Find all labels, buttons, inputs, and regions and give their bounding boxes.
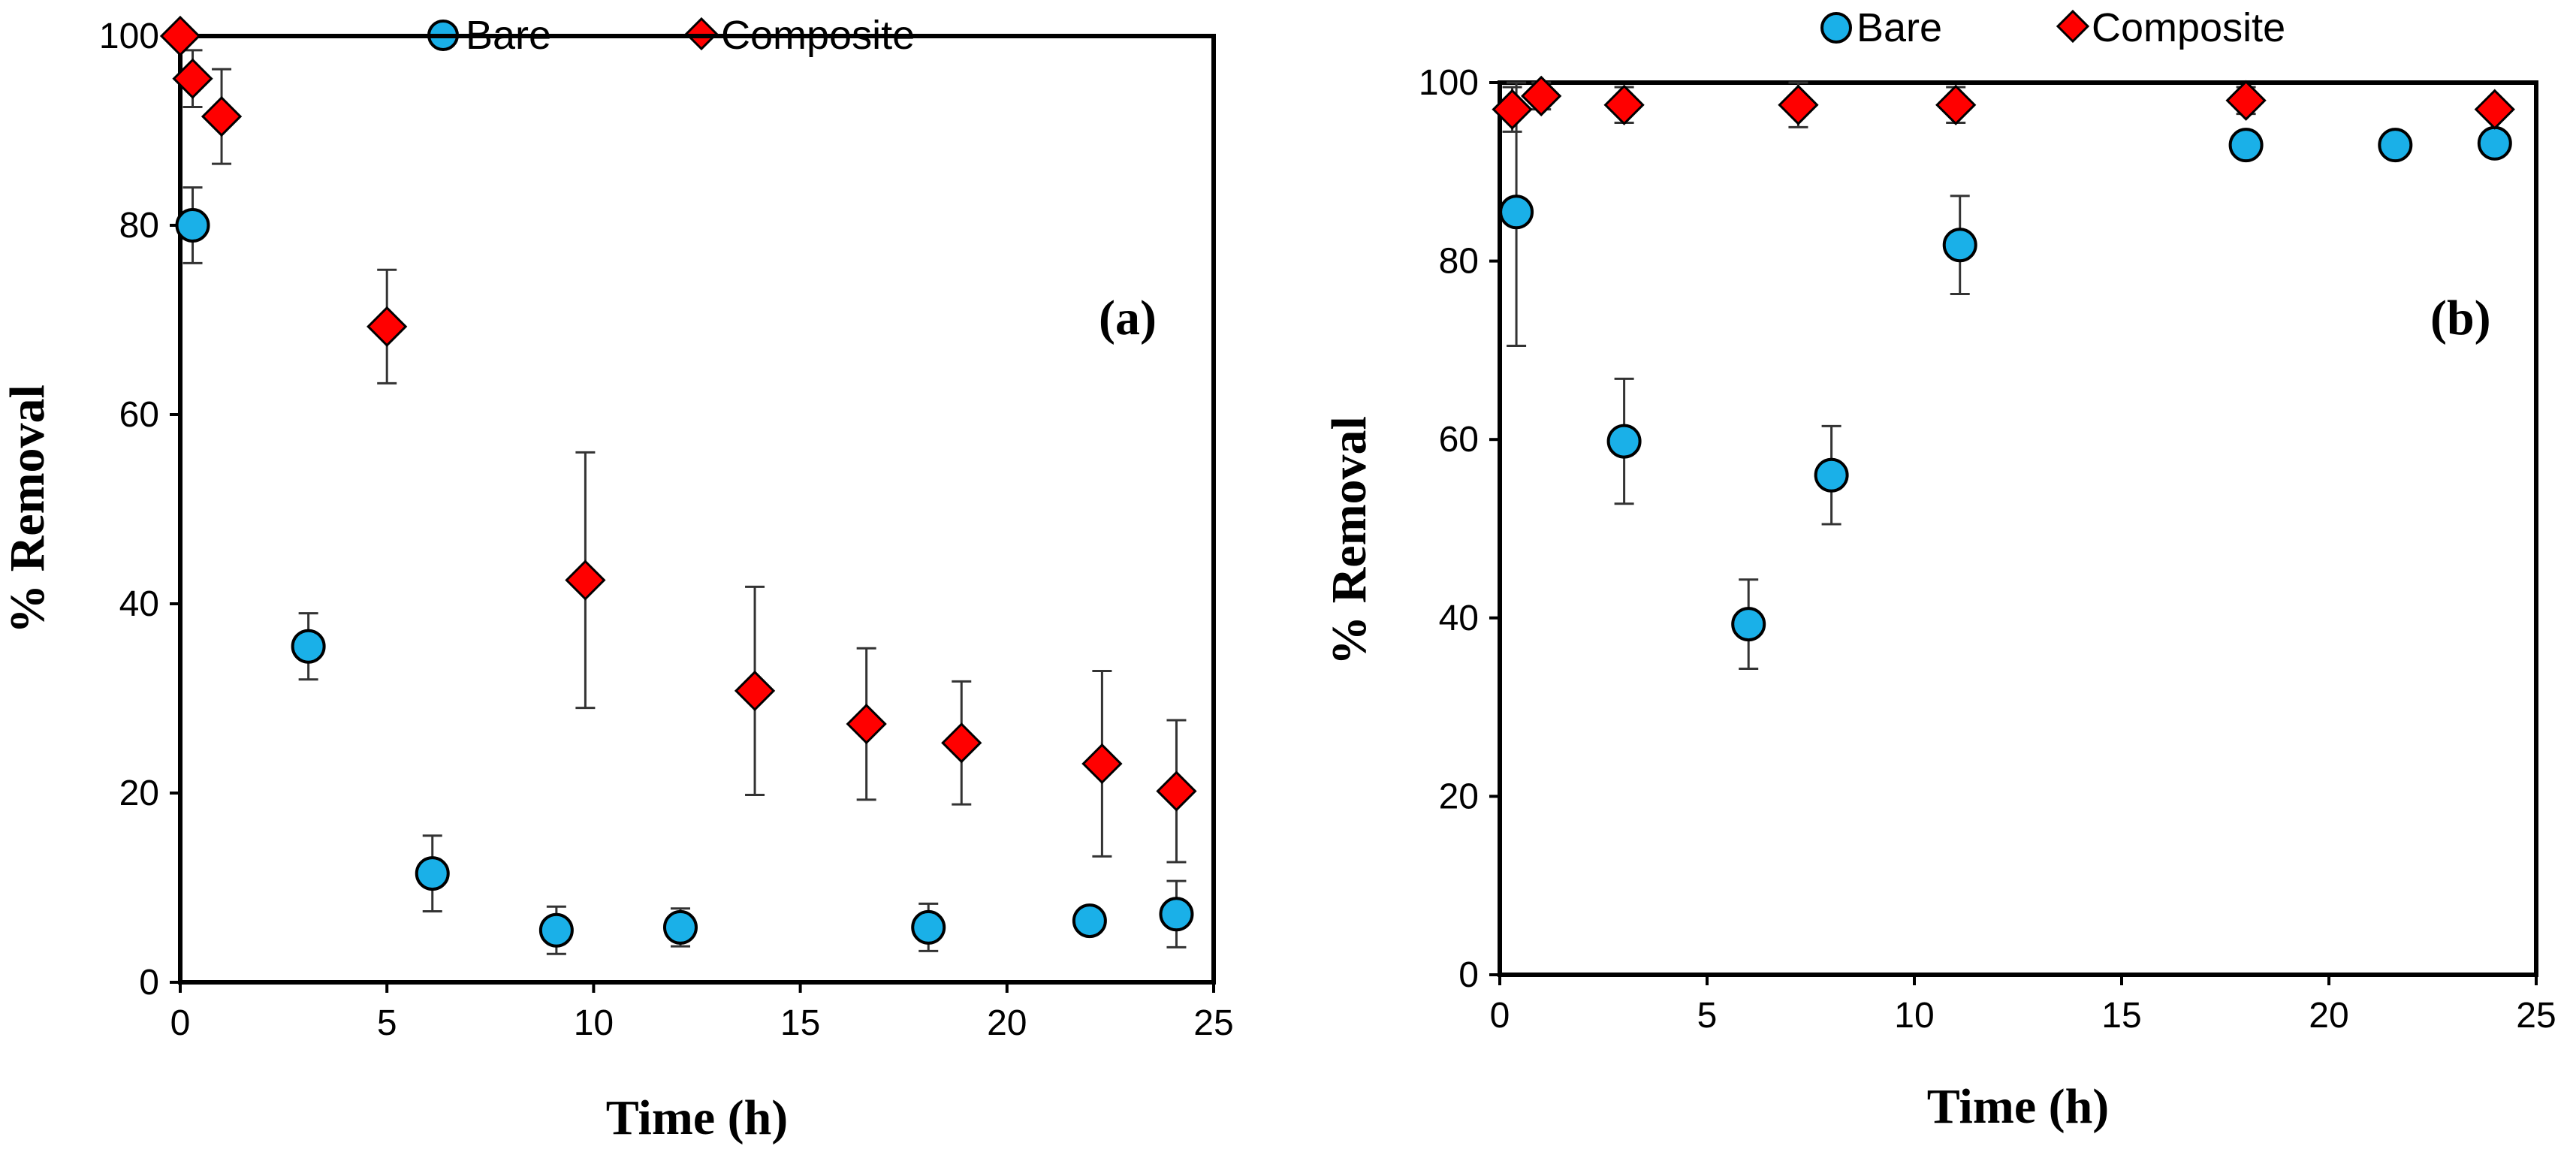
x-tick-label: 0 <box>1490 996 1510 1036</box>
x-tick-label: 5 <box>377 1003 397 1043</box>
composite-point <box>1778 84 1819 125</box>
y-tick-label: 100 <box>1419 63 1479 103</box>
x-tick-label: 5 <box>1697 996 1718 1036</box>
composite-point <box>1156 771 1197 812</box>
legend: Bare Composite <box>1820 5 2285 50</box>
x-tick-label: 25 <box>2516 996 2556 1036</box>
bare-point <box>415 856 450 891</box>
x-tick-label: 20 <box>2309 996 2348 1036</box>
bare-point <box>911 909 946 945</box>
legend-composite-label: Composite <box>2092 5 2285 50</box>
composite-point <box>159 15 201 57</box>
bare-point <box>1499 195 1534 230</box>
y-tick-label: 0 <box>1458 955 1479 995</box>
x-tick-label: 20 <box>987 1003 1027 1043</box>
y-axis-title: % Removal <box>1322 416 1377 665</box>
bare-point <box>2378 128 2413 163</box>
bare-point <box>175 208 210 243</box>
composite-point <box>1603 84 1645 125</box>
y-tick-label: 0 <box>139 963 159 1003</box>
x-tick-label: 0 <box>170 1003 191 1043</box>
x-axis-title: Time (h) <box>1927 1079 2110 1134</box>
legend-bare-marker <box>1820 12 1852 44</box>
composite-point <box>2225 80 2267 121</box>
panel-label: (a) <box>1099 291 1157 345</box>
composite-point <box>1492 89 1533 130</box>
composite-point <box>941 722 982 764</box>
composite-point <box>1935 84 1977 125</box>
composite-point <box>565 559 606 601</box>
legend-bare-label: Bare <box>1857 5 1942 50</box>
composite-point <box>2474 89 2515 130</box>
bare-point <box>1814 457 1849 493</box>
bare-point <box>1731 607 1766 642</box>
bare-point <box>2228 128 2264 163</box>
composite-point <box>846 703 887 745</box>
x-tick-label: 15 <box>2101 996 2141 1036</box>
composite-point <box>734 670 776 712</box>
plot-area-frame <box>178 34 1216 985</box>
chart-panel-b: Bare Composite 0 20 40 60 80 100 0 5 10 15 20 25 (… <box>1322 5 2556 1134</box>
x-tick-label: 25 <box>1193 1003 1233 1043</box>
x-tick-label: 15 <box>780 1003 820 1043</box>
bare-point <box>662 909 698 945</box>
y-tick-label: 20 <box>119 774 159 813</box>
bare-point <box>538 912 574 948</box>
x-tick-label: 10 <box>1894 996 1934 1036</box>
y-tick-label: 60 <box>119 395 159 435</box>
composite-point <box>1521 75 1562 116</box>
bare-point <box>1606 424 1642 459</box>
y-tick-label: 80 <box>1439 242 1479 282</box>
y-tick-label: 20 <box>1439 777 1479 816</box>
legend-composite-marker <box>2056 9 2090 44</box>
bare-point <box>291 629 326 664</box>
x-axis-title: Time (h) <box>606 1090 789 1145</box>
y-tick-label: 80 <box>119 206 159 246</box>
y-tick-label: 40 <box>119 584 159 624</box>
panel-label: (b) <box>2430 291 2491 345</box>
bare-point <box>1159 897 1194 932</box>
y-tick-label: 40 <box>1439 599 1479 638</box>
composite-point <box>1081 743 1123 785</box>
bare-point <box>2477 125 2512 161</box>
composite-point <box>366 306 408 347</box>
y-tick-label: 60 <box>1439 420 1479 460</box>
composite-point <box>201 95 243 137</box>
y-axis-title: % Removal <box>0 385 55 634</box>
x-tick-label: 10 <box>574 1003 614 1043</box>
bare-point <box>1072 903 1107 939</box>
composite-point <box>172 58 213 99</box>
plot-area-frame <box>1498 80 2538 977</box>
bare-point <box>1942 228 1977 263</box>
y-tick-label: 100 <box>99 17 159 56</box>
